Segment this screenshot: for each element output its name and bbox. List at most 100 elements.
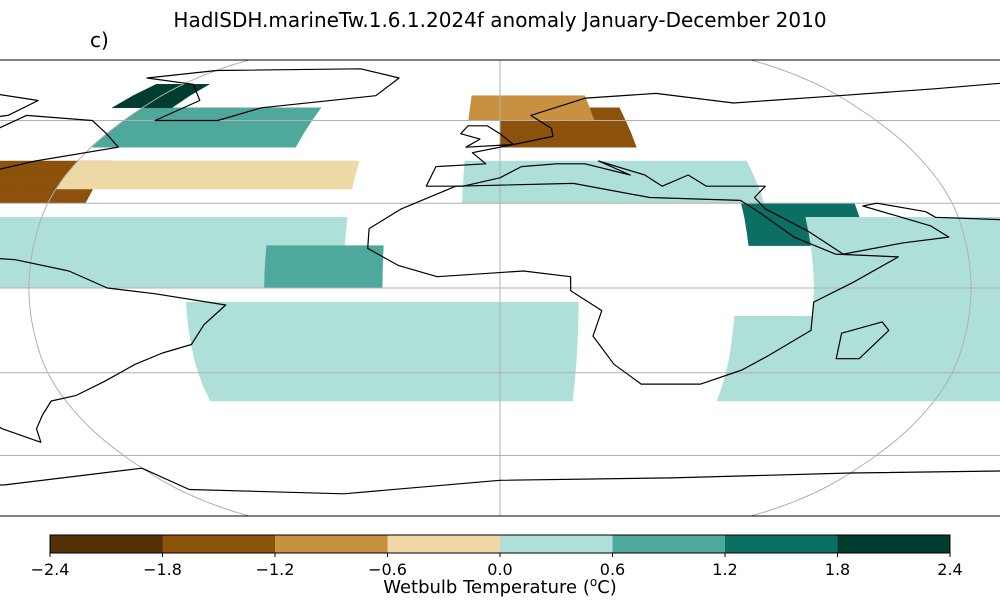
anomaly-cell	[277, 386, 320, 402]
anomaly-cell	[640, 160, 682, 176]
anomaly-cell	[227, 231, 269, 246]
anomaly-cell	[919, 344, 964, 359]
anomaly-cell	[264, 301, 305, 317]
anomaly-cell	[469, 95, 501, 109]
colorbar-label: Wetbulb Temperature (oC)	[383, 575, 617, 598]
anomaly-cell	[996, 217, 1000, 232]
anomaly-cell	[881, 344, 925, 359]
anomaly-cell	[527, 95, 561, 109]
anomaly-cell	[710, 160, 754, 176]
anomaly-cell	[805, 217, 848, 232]
anomaly-cell	[888, 316, 931, 331]
anomaly-cell	[881, 217, 925, 232]
graticule	[0, 60, 1000, 516]
anomaly-cell	[927, 316, 970, 331]
colorbar-tick-label: −1.2	[255, 560, 295, 579]
anomaly-cell	[0, 231, 38, 246]
anomaly-cell	[147, 245, 190, 260]
anomaly-cell	[843, 344, 887, 359]
anomaly-cell	[801, 358, 845, 374]
anomaly-cell	[499, 188, 538, 204]
anomaly-cell	[746, 231, 788, 246]
anomaly-cell	[318, 160, 360, 176]
anomaly-cell	[499, 107, 532, 121]
anomaly-cell	[342, 273, 383, 289]
anomaly-cell	[425, 386, 465, 402]
anomaly-cell	[538, 301, 579, 317]
anomaly-cell	[499, 344, 539, 359]
anomaly-cell	[203, 174, 248, 190]
colorbar-tick-label: 0.6	[599, 560, 626, 579]
anomaly-cell	[348, 372, 390, 388]
anomaly-cell	[460, 301, 501, 317]
colorbar-segment	[275, 535, 388, 553]
anomaly-cell	[931, 287, 972, 303]
anomaly-cell	[891, 273, 933, 289]
anomaly-cell	[538, 330, 579, 345]
anomaly-cell	[232, 358, 275, 374]
anomaly-cell	[499, 372, 538, 388]
anomaly-cell	[185, 273, 226, 289]
anomaly-cell	[729, 344, 771, 359]
anomaly-cell	[499, 95, 531, 109]
anomaly-cell	[535, 386, 575, 402]
anomaly-cell	[235, 372, 279, 388]
anomaly-cell	[266, 231, 308, 246]
anomaly-cell	[72, 231, 115, 246]
anomaly-cell	[187, 316, 229, 331]
anomaly-cell	[537, 344, 578, 359]
anomaly-cell	[225, 259, 266, 275]
anomaly-cell	[832, 372, 878, 388]
anomaly-cell	[838, 358, 883, 374]
anomaly-cell	[344, 330, 385, 345]
anomaly-cell	[980, 372, 1000, 388]
anomaly-cell	[966, 316, 1000, 331]
anomaly-cell	[240, 386, 284, 402]
colorbar-segment	[387, 535, 500, 553]
anomaly-cell	[598, 133, 637, 148]
anomaly-cell	[166, 174, 211, 190]
anomaly-cell	[952, 358, 998, 374]
anomaly-cell	[744, 217, 786, 232]
anomaly-cell	[812, 301, 854, 317]
anomaly-cell	[536, 372, 576, 388]
anomaly-cell	[270, 358, 312, 374]
anomaly-cell	[929, 259, 971, 275]
colorbar-segment	[612, 535, 725, 553]
anomaly-cell	[226, 316, 267, 331]
uk-coast	[460, 125, 515, 148]
anomaly-cell	[962, 231, 1000, 246]
anomaly-cell	[914, 358, 959, 374]
anomaly-cell	[763, 358, 807, 374]
anomaly-cell	[962, 330, 1000, 345]
anomaly-cell	[69, 245, 112, 260]
anomaly-cell	[421, 330, 462, 345]
anomaly-cell	[970, 273, 1000, 289]
anomaly-cell	[499, 316, 540, 331]
anomaly-cell	[303, 259, 344, 275]
anomaly-cell	[805, 344, 848, 359]
anomaly-cell	[462, 188, 501, 204]
anomaly-cell	[388, 386, 428, 402]
anomaly-cell	[461, 358, 501, 374]
anomaly-cell	[891, 287, 933, 303]
anomaly-cell	[851, 301, 893, 317]
anomaly-cell	[203, 386, 248, 402]
anomaly-cell	[68, 259, 110, 275]
anomaly-cell	[386, 372, 427, 388]
anomaly-cell	[351, 386, 392, 402]
anomaly-cell	[229, 217, 271, 232]
anomaly-cell	[384, 344, 424, 359]
anomaly-cell	[499, 330, 540, 345]
anomaly-cell	[716, 174, 760, 190]
colorbar	[49, 534, 951, 557]
anomaly-cell	[537, 358, 577, 374]
anomaly-cell	[968, 301, 1000, 317]
anomaly-cell	[966, 245, 1000, 260]
anomaly-cell	[468, 107, 501, 121]
anomaly-cell	[33, 231, 77, 246]
anomaly-cell	[107, 273, 148, 289]
anomaly-cell	[343, 316, 384, 331]
anomaly-cell	[188, 330, 231, 345]
